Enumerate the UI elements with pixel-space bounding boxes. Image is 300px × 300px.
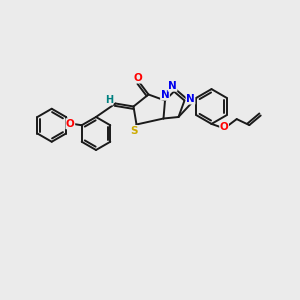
Text: S: S [130, 125, 138, 136]
Text: O: O [134, 73, 142, 83]
Text: N: N [186, 94, 195, 104]
Text: O: O [220, 122, 229, 133]
Text: H: H [105, 95, 113, 105]
Text: N: N [168, 81, 177, 91]
Text: O: O [66, 119, 75, 129]
Text: N: N [160, 90, 169, 100]
